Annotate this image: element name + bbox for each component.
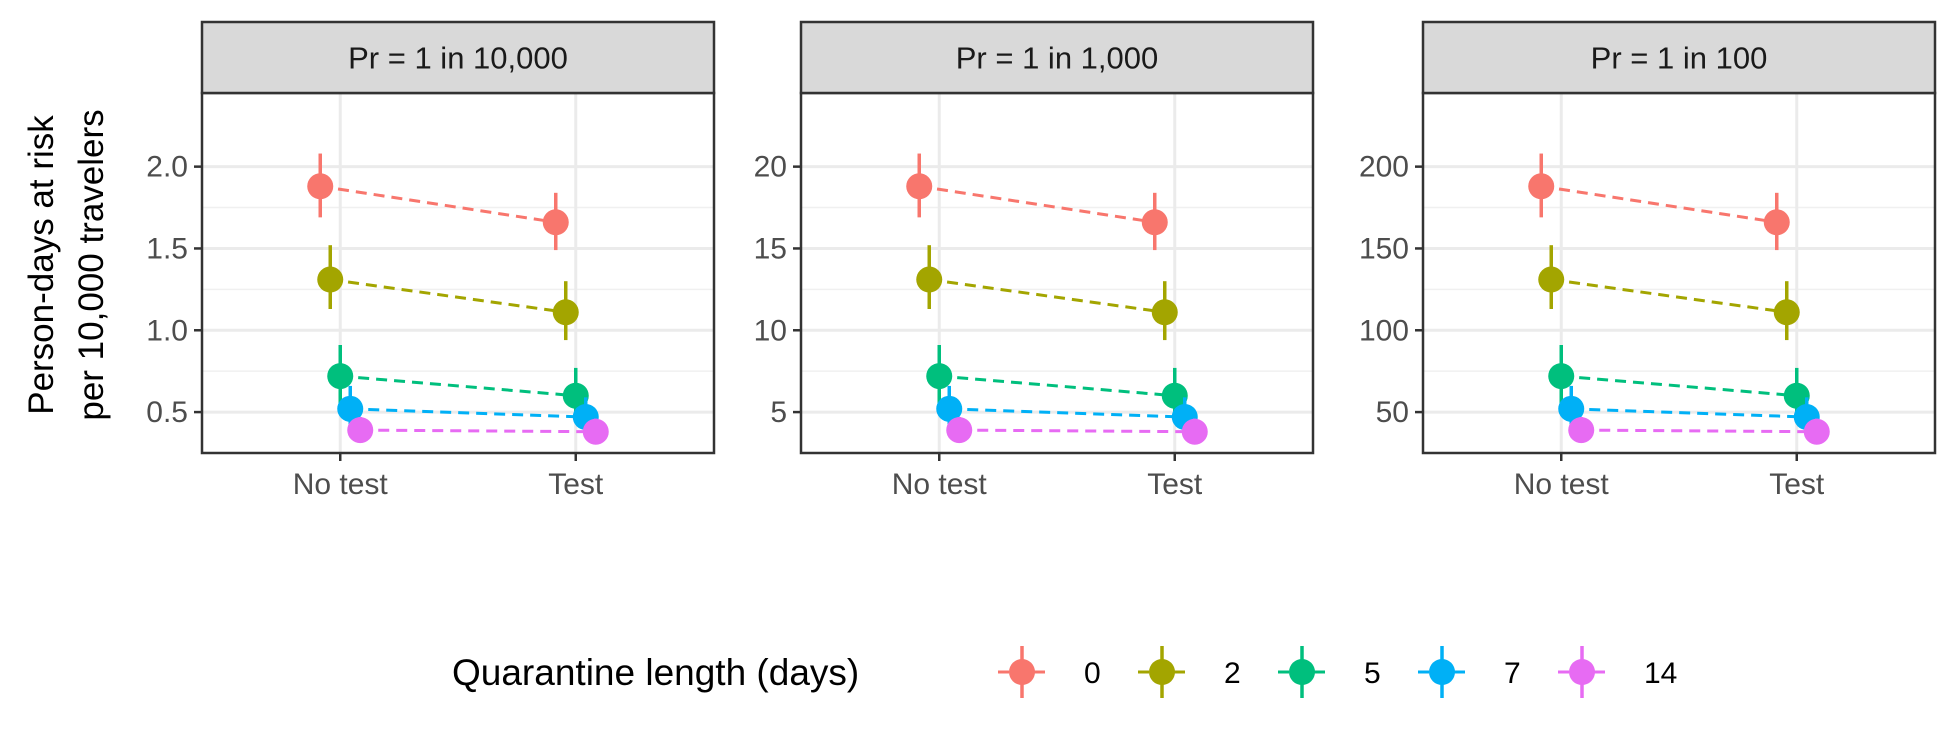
series-0-connector xyxy=(320,184,556,224)
legend-label: 7 xyxy=(1504,657,1521,690)
series-5-connector xyxy=(340,374,576,398)
panel-background xyxy=(801,93,1313,453)
y-tick-label: 5 xyxy=(770,396,787,429)
y-axis-title-line-1: Person-days at risk xyxy=(22,115,61,415)
y-axis-title: Person-days at risk per 10,000 travelers xyxy=(22,109,111,420)
legend-key-point xyxy=(1009,659,1035,685)
series-14-point xyxy=(582,418,609,445)
panel-1: Pr = 1 in 10,000 0.5 1.0 1.5 2.0 No test Test xyxy=(146,20,716,501)
series-0-point xyxy=(307,173,334,200)
legend-key-point xyxy=(1289,659,1315,685)
series-7-connector xyxy=(1571,407,1807,419)
series-2-point xyxy=(1538,266,1565,293)
y-tick-label: 10 xyxy=(754,314,787,347)
series-2-point xyxy=(1151,299,1178,326)
x-tick-label: Test xyxy=(1147,468,1203,501)
x-tick-label: Test xyxy=(548,468,604,501)
series-0-point xyxy=(1763,209,1790,236)
y-tick-label: 200 xyxy=(1359,151,1409,184)
series-2-point xyxy=(317,266,344,293)
legend-label: 14 xyxy=(1644,657,1677,690)
series-0-connector xyxy=(919,184,1155,224)
panel-2: Pr = 1 in 1,000 5 10 15 20 No test Test xyxy=(754,20,1315,501)
legend-key-5: 5 xyxy=(1278,646,1381,698)
panel-background xyxy=(202,93,714,453)
legend-key-point xyxy=(1429,659,1455,685)
series-5-point xyxy=(1161,382,1188,409)
y-tick-label: 50 xyxy=(1376,396,1409,429)
series-0-point xyxy=(542,209,569,236)
series-14-point xyxy=(1181,418,1208,445)
series-7-point xyxy=(936,395,963,422)
x-tick-label: Test xyxy=(1769,468,1825,501)
series-0-point xyxy=(1528,173,1555,200)
legend: Quarantine length (days) 0 2 5 7 14 xyxy=(452,646,1677,698)
y-axis-title-line-2: per 10,000 travelers xyxy=(72,109,111,420)
series-14-connector xyxy=(1581,428,1817,434)
series-5-point xyxy=(926,363,953,390)
x-tick-label: No test xyxy=(1514,468,1610,501)
series-14-point xyxy=(946,417,973,444)
legend-key-0: 0 xyxy=(998,646,1101,698)
strip-label: Pr = 1 in 100 xyxy=(1591,41,1768,76)
series-14-point xyxy=(1803,418,1830,445)
series-2-point xyxy=(916,266,943,293)
strip-background xyxy=(799,20,1315,95)
legend-label: 2 xyxy=(1224,657,1241,690)
series-14-point xyxy=(347,417,374,444)
legend-key-point xyxy=(1149,659,1175,685)
series-5-point xyxy=(562,382,589,409)
strip-background xyxy=(1421,20,1937,95)
panel-3: Pr = 1 in 100 50 100 150 200 No test Test xyxy=(1359,20,1937,501)
legend-key-point xyxy=(1569,659,1595,685)
strip-background xyxy=(200,20,716,95)
y-tick-label: 0.5 xyxy=(146,396,188,429)
series-2-point xyxy=(552,299,579,326)
y-tick-label: 150 xyxy=(1359,232,1409,265)
panel-background xyxy=(1423,93,1935,453)
y-tick-label: 2.0 xyxy=(146,151,188,184)
series-14-point xyxy=(1568,417,1595,444)
legend-key-2: 2 xyxy=(1138,646,1241,698)
series-2-connector xyxy=(330,278,566,314)
series-2-point xyxy=(1773,299,1800,326)
series-7-point xyxy=(337,395,364,422)
series-0-connector xyxy=(1541,184,1777,224)
y-tick-label: 15 xyxy=(754,232,787,265)
series-0-point xyxy=(906,173,933,200)
series-5-point xyxy=(1783,382,1810,409)
series-14-connector xyxy=(360,428,596,434)
series-7-connector xyxy=(949,407,1185,419)
y-tick-label: 100 xyxy=(1359,314,1409,347)
y-tick-label: 1.5 xyxy=(146,232,188,265)
series-2-connector xyxy=(929,278,1165,314)
legend-title: Quarantine length (days) xyxy=(452,652,859,693)
legend-key-14: 14 xyxy=(1558,646,1677,698)
legend-key-7: 7 xyxy=(1418,646,1521,698)
series-7-connector xyxy=(350,407,586,419)
strip-label: Pr = 1 in 10,000 xyxy=(348,41,568,76)
series-5-connector xyxy=(1561,374,1797,398)
y-tick-label: 20 xyxy=(754,151,787,184)
series-5-point xyxy=(1548,363,1575,390)
x-tick-label: No test xyxy=(892,468,988,501)
legend-label: 5 xyxy=(1364,657,1381,690)
legend-label: 0 xyxy=(1084,657,1101,690)
series-5-connector xyxy=(939,374,1175,398)
series-7-point xyxy=(1558,395,1585,422)
series-2-connector xyxy=(1551,278,1787,314)
y-tick-label: 1.0 xyxy=(146,314,188,347)
series-0-point xyxy=(1141,209,1168,236)
series-5-point xyxy=(327,363,354,390)
series-14-connector xyxy=(959,428,1195,434)
x-tick-label: No test xyxy=(293,468,389,501)
strip-label: Pr = 1 in 1,000 xyxy=(956,41,1159,76)
